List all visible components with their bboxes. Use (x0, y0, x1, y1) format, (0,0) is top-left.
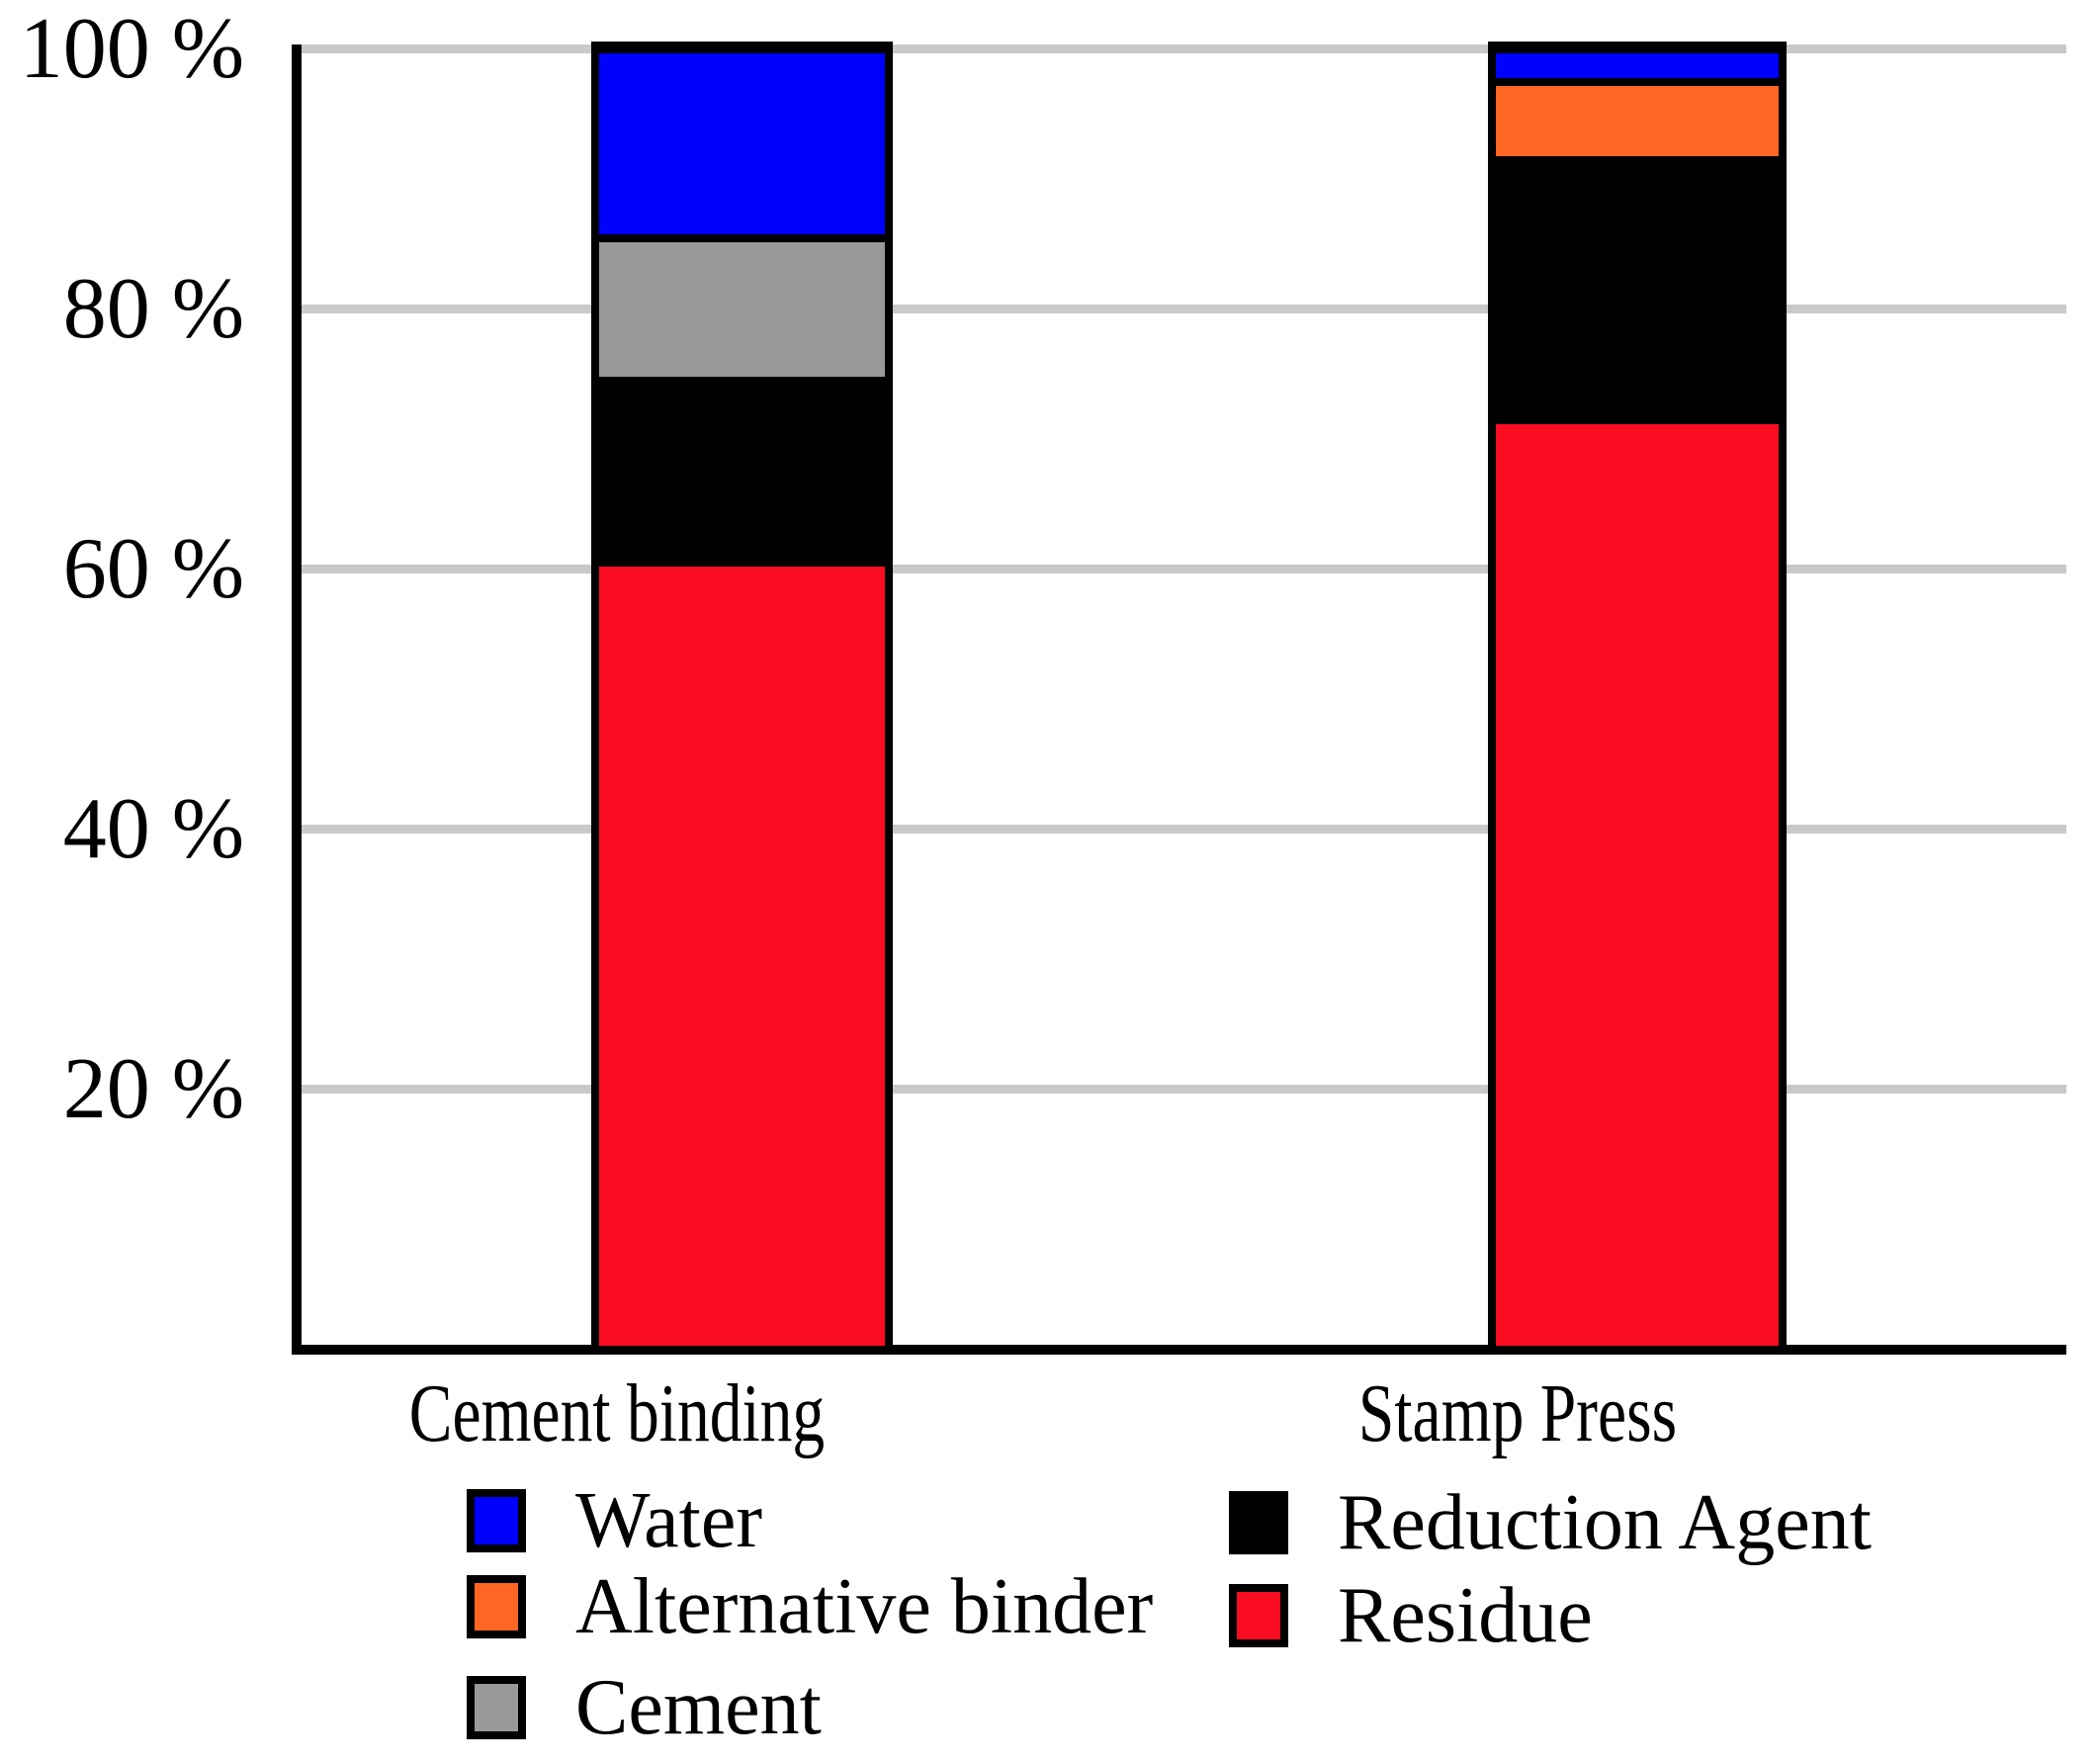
legend-swatch-residue (1229, 1584, 1288, 1647)
x-category-label-cement-binding: Cement binding (408, 1367, 826, 1459)
legend-label-residue: Residue (1338, 1572, 1593, 1659)
legend-swatch-alternative-binder (467, 1575, 526, 1638)
y-axis-line (292, 44, 302, 1354)
legend-item-reduction-agent: Reduction Agent (1229, 1479, 1872, 1566)
bar-stamp-press (1488, 42, 1787, 1354)
gridline-60 (302, 565, 2066, 573)
legend-label-reduction-agent: Reduction Agent (1338, 1479, 1872, 1566)
x-axis-line (292, 1345, 2066, 1355)
gridline-80 (302, 305, 2066, 313)
bar-cement-binding (591, 42, 893, 1354)
bar-segment-alternative-binder (1496, 85, 1779, 156)
legend-item-cement: Cement (467, 1664, 822, 1751)
bar-segment-reduction-agent (599, 385, 885, 560)
bar-segment-residue (599, 567, 885, 1346)
legend-swatch-water (467, 1489, 526, 1552)
bar-segment-water (599, 53, 885, 234)
legend-swatch-reduction-agent (1229, 1491, 1288, 1554)
legend-label-cement: Cement (575, 1664, 822, 1751)
y-tick-label-40: 40 % (62, 781, 244, 877)
legend-swatch-cement (467, 1676, 526, 1739)
gridline-40 (302, 825, 2066, 834)
legend-label-alternative-binder: Alternative binder (575, 1563, 1154, 1650)
gridline-20 (302, 1085, 2066, 1094)
legend-item-residue: Residue (1229, 1572, 1593, 1659)
y-tick-label-20: 20 % (62, 1041, 244, 1137)
y-tick-label-80: 80 % (62, 261, 244, 357)
bar-segment-residue (1496, 423, 1779, 1346)
legend-item-alternative-binder: Alternative binder (467, 1563, 1154, 1650)
bar-segment-cement (599, 241, 885, 378)
legend-label-water: Water (575, 1477, 762, 1564)
x-category-label-stamp-press: Stamp Press (1357, 1367, 1678, 1459)
gridline-100 (302, 44, 2066, 53)
bar-segment-reduction-agent (1496, 163, 1779, 416)
y-tick-label-100: 100 % (19, 1, 244, 97)
legend-item-water: Water (467, 1477, 762, 1564)
y-tick-label-60: 60 % (62, 521, 244, 617)
bar-segment-water (1496, 53, 1779, 78)
